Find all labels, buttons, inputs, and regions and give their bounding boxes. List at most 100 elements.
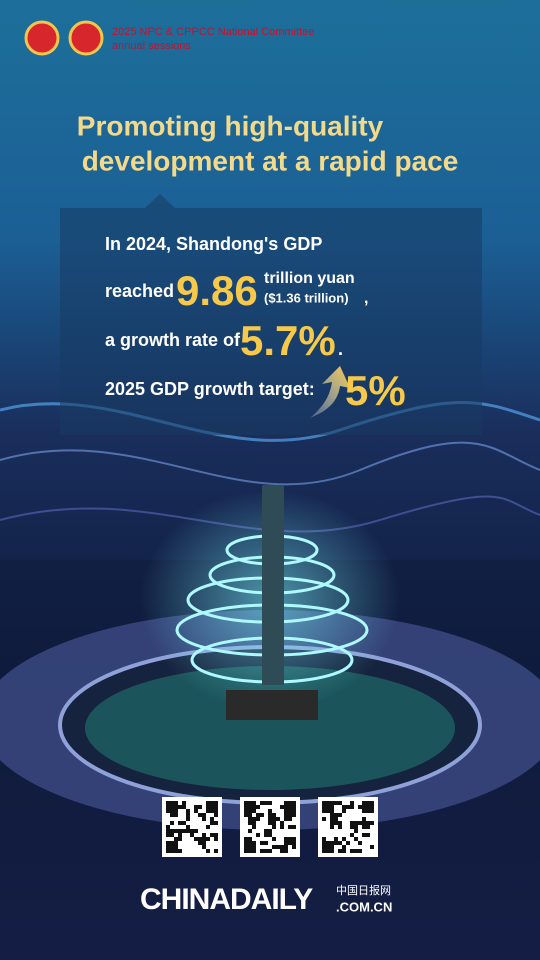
qr-module [244,841,248,845]
qr-module [288,809,292,813]
qr-module [342,805,346,809]
qr-module [186,825,190,829]
qr-module [362,801,366,805]
qr-module [252,849,256,853]
qr-module [252,841,256,845]
qr-module [366,825,370,829]
qr-module [248,845,252,849]
qr-module [244,801,248,805]
qr-module [362,805,366,809]
qr-module [186,817,190,821]
qr-module [334,813,338,817]
tower-core [262,485,284,685]
qr-module [334,837,338,841]
qr-module [252,821,256,825]
qr-module [322,817,326,821]
qr-module [264,801,268,805]
arrow-icon [310,366,350,418]
qr-module [198,841,202,845]
qr-module [174,813,178,817]
qr-module [268,833,272,837]
qr-module [326,801,330,805]
qr-module [292,801,296,805]
qr-module [358,849,362,853]
qr-module [214,801,218,805]
qr-module [272,817,276,821]
header-text: annual sessions [112,40,191,52]
qr-module [350,801,354,805]
qr-module [214,813,218,817]
qr-module [202,841,206,845]
qr-module [178,849,182,853]
qr-module [280,805,284,809]
qr-module [248,821,252,825]
qr-module [170,829,174,833]
qr-module [174,809,178,813]
title: development at a rapid pace [82,145,459,176]
qr-module [202,837,206,841]
qr-module [370,809,374,813]
qr-module [252,801,256,805]
qr-module [166,829,170,833]
content-text: In 2024, Shandong's GDP [105,234,322,254]
qr-module [330,825,334,829]
qr-module [206,849,210,853]
qr-module [284,813,288,817]
qr-module [330,805,334,809]
qr-module [174,805,178,809]
qr-module [194,805,198,809]
qr-module [210,833,214,837]
qr-module [260,841,264,845]
qr-module [248,829,252,833]
qr-module [170,805,174,809]
qr-module [330,841,334,845]
qr-module [182,801,186,805]
qr-module [206,801,210,805]
qr-module [322,801,326,805]
emblem [24,20,60,56]
qr-module [252,825,256,829]
qr-module [214,837,218,841]
qr-module [354,837,358,841]
qr-module [346,841,350,845]
qr-module [292,813,296,817]
qr-module [326,845,330,849]
qr-module [350,805,354,809]
qr-module [330,809,334,813]
qr-module [268,829,272,833]
qr-module [330,845,334,849]
qr-module [288,801,292,805]
qr-module [166,825,170,829]
qr-module [292,845,296,849]
qr-module [166,845,170,849]
content-text: a growth rate of [105,330,241,350]
qr-module [354,825,358,829]
qr-module [322,845,326,849]
content-text: trillion yuan [264,270,355,287]
qr-module [330,801,334,805]
qr-module [166,801,170,805]
qr-module [170,813,174,817]
qr-module [280,825,284,829]
qr-module [244,805,248,809]
qr-module [206,825,210,829]
qr-module [178,805,182,809]
qr-module [174,829,178,833]
qr-module [338,813,342,817]
qr-module [252,845,256,849]
qr-module [214,849,218,853]
qr-module [280,821,284,825]
qr-module [268,849,272,853]
qr-module [338,801,342,805]
qr-module [322,849,326,853]
qr-module [170,821,174,825]
qr-module [350,825,354,829]
qr-module [248,813,252,817]
qr-codes [162,797,378,857]
qr-module [198,813,202,817]
qr-module [284,841,288,845]
qr-module [334,817,338,821]
qr-module [272,845,276,849]
qr-module [276,817,280,821]
qr-module [206,837,210,841]
